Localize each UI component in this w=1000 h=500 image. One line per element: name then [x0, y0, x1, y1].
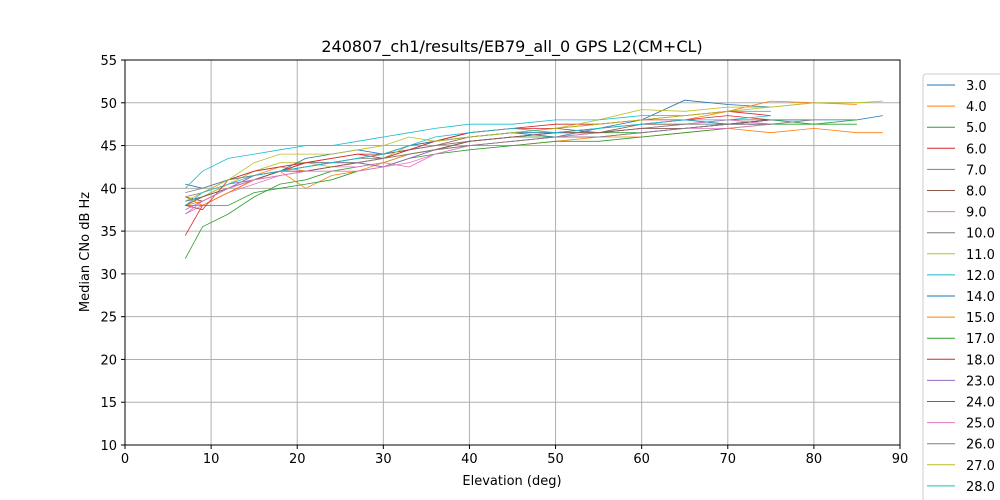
x-tick-label: 80 [806, 452, 823, 467]
legend-label: 28.0 [966, 480, 995, 495]
legend-label: 17.0 [966, 332, 995, 347]
x-tick-label: 30 [375, 452, 392, 467]
x-tick-label: 70 [720, 452, 737, 467]
x-axis-label: Elevation (deg) [462, 474, 561, 489]
legend-label: 25.0 [966, 417, 995, 432]
series-line-18.0 [185, 110, 771, 211]
legend-box [922, 73, 1000, 500]
legend-label: 27.0 [966, 459, 995, 474]
series-line-3.0 [185, 99, 771, 189]
legend-label: 9.0 [966, 206, 987, 221]
legend-label: 6.0 [966, 142, 987, 157]
legend-label: 18.0 [966, 353, 995, 368]
series-lines [184, 99, 883, 259]
y-tick-label: 55 [100, 54, 117, 69]
x-tick-label: 10 [203, 452, 220, 467]
legend-label: 15.0 [966, 311, 995, 326]
legend-label: 7.0 [966, 163, 987, 178]
x-tick-label: 0 [121, 452, 129, 467]
plot-frame [124, 59, 901, 446]
y-tick-label: 15 [100, 396, 117, 411]
legend-label: 3.0 [966, 79, 987, 94]
series-line-10.0 [185, 119, 814, 198]
series-line-11.0 [185, 100, 883, 206]
y-tick-label: 35 [100, 225, 117, 240]
series-line-23.0 [185, 123, 771, 211]
legend-label: 14.0 [966, 290, 995, 305]
legend: 3.0 4.0 5.0 6.0 7.0 8.0 9.0 10.0 11.0 12.0 14.0 15.… [922, 73, 1000, 500]
y-axis-label: Median CNo dB Hz [78, 192, 93, 312]
legend-label: 23.0 [966, 374, 995, 389]
legend-label: 24.0 [966, 396, 995, 411]
legend-label: 8.0 [966, 185, 987, 200]
legend-label: 5.0 [966, 121, 987, 136]
x-tick-label: 50 [547, 452, 564, 467]
y-tick-label: 45 [100, 140, 117, 155]
series-line-26.0 [185, 119, 814, 193]
series-line-27.0 [185, 102, 814, 202]
legend-label: 26.0 [966, 438, 995, 453]
series-line-9.0 [185, 119, 771, 215]
y-tick-label: 10 [100, 439, 117, 454]
y-tick-label: 20 [100, 353, 117, 368]
x-tick-label: 60 [633, 452, 650, 467]
x-tick-label: 40 [461, 452, 478, 467]
legend-label: 4.0 [966, 100, 987, 115]
chart-title: 240807_ch1/results/EB79_all_0 GPS L2(CM+… [321, 37, 702, 57]
legend-label: 11.0 [966, 248, 995, 263]
y-tick-label: 40 [100, 182, 117, 197]
series-line-6.0 [184, 115, 771, 236]
x-tick-label: 90 [892, 452, 909, 467]
series-line-28.0 [185, 115, 771, 206]
series-line-15.0 [185, 127, 883, 206]
legend-label: 10.0 [966, 227, 995, 242]
series-line-12.0 [185, 110, 771, 189]
y-tick-label: 30 [100, 268, 117, 283]
y-tick-label: 25 [100, 311, 117, 326]
grid [124, 59, 901, 446]
y-tick-label: 50 [100, 97, 117, 112]
legend-label: 12.0 [966, 269, 995, 284]
axis-ticks: 0 10 20 30 40 50 60 70 80 90 10 15 20 25 30 35 40 45 50 55 [100, 54, 908, 467]
x-tick-label: 20 [289, 452, 306, 467]
